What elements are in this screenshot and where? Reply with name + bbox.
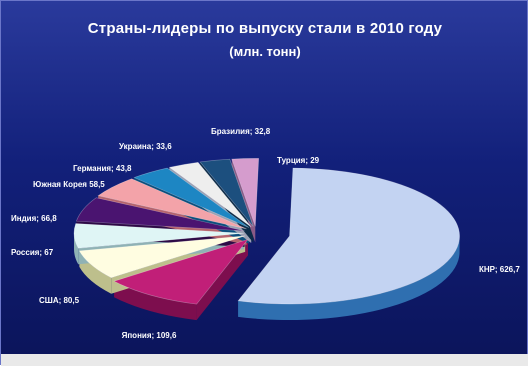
pie-slice — [199, 158, 254, 227]
pie-slice-side — [238, 236, 460, 321]
pie-slice — [237, 167, 460, 305]
chart-subtitle: (млн. тонн) — [229, 44, 301, 59]
slice-label: Россия; 67 — [11, 248, 54, 257]
chart-title: Страны-лидеры по выпуску стали в 2010 го… — [87, 20, 443, 37]
bottom-strip — [1, 354, 528, 366]
pie-slice — [78, 235, 246, 279]
slice-label: Украина; 33,6 — [119, 142, 172, 151]
slice-label: Индия; 66,8 — [11, 214, 57, 223]
pie-slices — [73, 158, 460, 305]
pie-slice — [168, 162, 252, 228]
slice-label: США; 80,5 — [39, 296, 80, 305]
slice-label: Южная Корея 58,5 — [33, 180, 105, 189]
slice-label: Германия; 43,8 — [73, 164, 132, 173]
pie-slice — [231, 158, 260, 227]
pie-slice — [75, 197, 245, 232]
slice-label: Япония; 109,6 — [122, 331, 177, 340]
pie-slice — [113, 238, 249, 305]
slice-label: Турция; 29 — [277, 156, 320, 165]
pie-slice-side — [74, 233, 79, 265]
pie-slice — [133, 167, 250, 228]
pie-labels: КНР; 626,7 Япония; 109,6 США; 80,5 Россия; … — [11, 127, 520, 340]
pie-slice-side — [114, 281, 197, 321]
slice-label: КНР; 626,7 — [479, 265, 520, 274]
slice-label: Бразилия; 32,8 — [211, 127, 271, 136]
pie-slice — [73, 223, 245, 249]
pie-slice-cut — [196, 239, 249, 321]
pie-slice — [97, 178, 247, 230]
